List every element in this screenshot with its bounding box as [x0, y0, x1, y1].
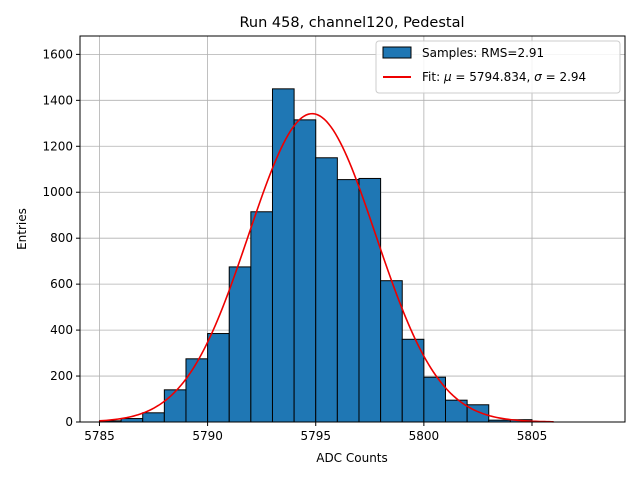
y-axis-ticks: 0 200 400 600 800 1000 1200 1400 1600	[42, 47, 80, 429]
y-tick-label: 0	[65, 415, 73, 429]
histogram-bar	[185, 358, 209, 423]
histogram-bar	[120, 418, 144, 423]
histogram-bars	[98, 88, 533, 423]
chart-title: Run 458, channel120, Pedestal	[239, 15, 464, 31]
y-tick-label: 400	[50, 323, 73, 337]
fit-sigma-text: = 2.94	[542, 70, 586, 84]
histogram-bar	[336, 179, 360, 423]
histogram-bar	[271, 88, 295, 423]
legend-swatch-samples	[382, 46, 412, 59]
histogram-bar	[228, 266, 252, 423]
histogram-bar	[293, 119, 317, 423]
fit-mu-text: = 5794.834,	[452, 70, 535, 84]
y-tick-label: 1200	[42, 139, 73, 153]
histogram-bar	[358, 177, 382, 423]
x-axis-ticks: 5785 5790 5795 5800 5805	[84, 422, 547, 443]
y-tick-label: 1600	[42, 47, 73, 61]
y-tick-label: 600	[50, 277, 73, 291]
fit-prefix: Fit:	[422, 70, 444, 84]
histogram-bar	[163, 389, 187, 423]
y-tick-label: 800	[50, 231, 73, 245]
y-tick-label: 1400	[42, 93, 73, 107]
histogram-bar	[315, 157, 338, 423]
plot-frame	[79, 35, 626, 423]
legend-label-samples: Samples: RMS=2.91	[422, 46, 544, 60]
x-tick-label: 5785	[84, 429, 115, 443]
x-tick-label: 5790	[192, 429, 223, 443]
fit-curve-group	[99, 112, 554, 423]
x-tick-label: 5800	[409, 429, 440, 443]
x-tick-label: 5805	[517, 429, 548, 443]
legend: Samples: RMS=2.91 Fit: μ = 5794.834, σ =…	[375, 40, 621, 94]
fit-sigma-symbol: σ	[534, 70, 542, 84]
fit-mu-symbol: μ	[443, 70, 452, 84]
x-tick-label: 5795	[300, 429, 331, 443]
x-axis-label: ADC Counts	[316, 451, 388, 465]
histogram-bar	[250, 211, 273, 423]
histogram-bar	[207, 333, 230, 423]
histogram-bar	[142, 412, 165, 423]
y-tick-label: 1000	[42, 185, 73, 199]
legend-label-fit: Fit: μ = 5794.834, σ = 2.94	[422, 70, 586, 84]
legend-box	[375, 40, 621, 94]
fit-curve	[99, 112, 554, 423]
y-tick-label: 200	[50, 369, 73, 383]
y-axis-label: Entries	[15, 208, 29, 250]
